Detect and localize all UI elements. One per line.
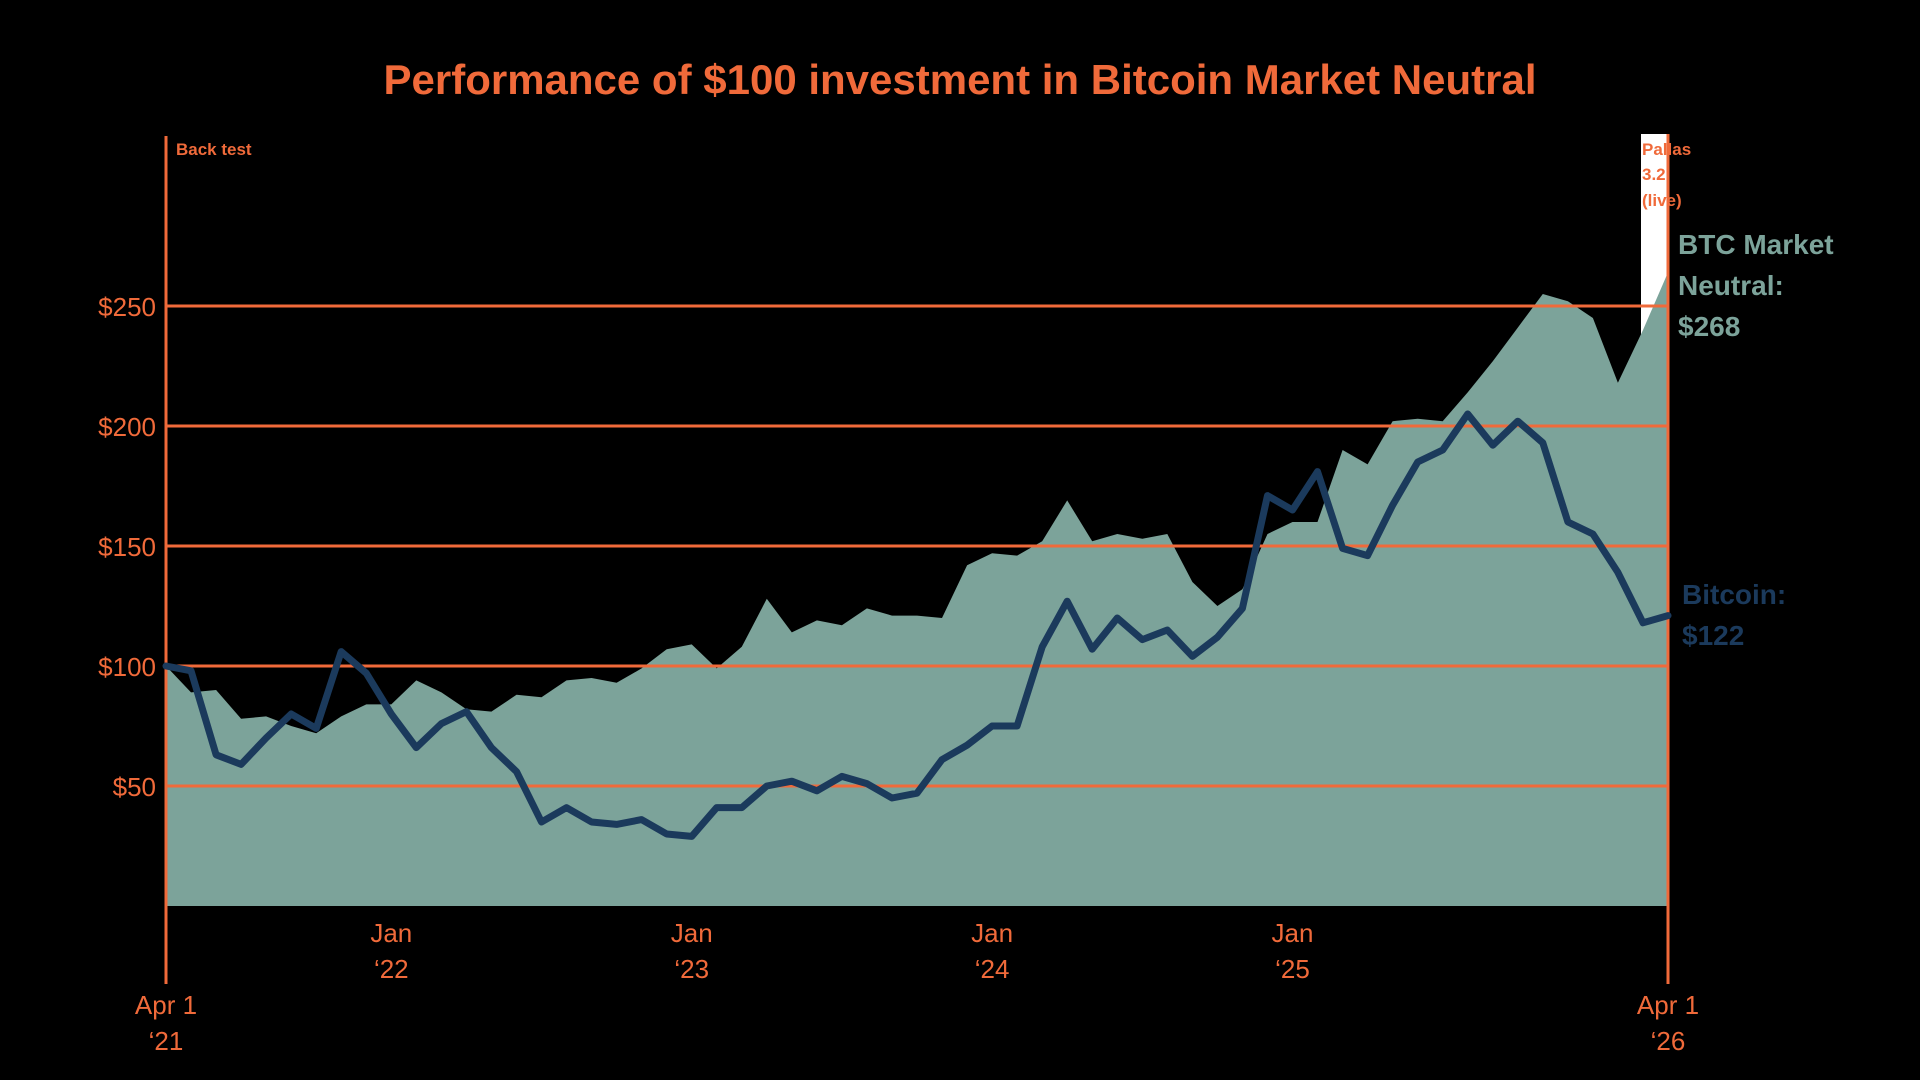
y-tick-label: $250	[98, 292, 156, 322]
y-tick-label: $100	[98, 652, 156, 682]
x-tick-label: ‘21	[149, 1026, 184, 1056]
x-tick-label: Jan	[971, 918, 1013, 948]
live-annotation-line-2: 3.2	[1642, 165, 1666, 184]
y-tick-label: $150	[98, 532, 156, 562]
x-tick-label: ‘23	[674, 954, 709, 984]
market-neutral-area	[166, 272, 1668, 906]
x-tick-label: ‘22	[374, 954, 409, 984]
y-tick-label: $200	[98, 412, 156, 442]
market-neutral-label: BTC Market Neutral: $268	[1678, 229, 1834, 342]
y-axis-labels: $250 $200 $150 $100 $50	[98, 292, 156, 802]
x-tick-label: ‘25	[1275, 954, 1310, 984]
x-tick-label: Jan	[370, 918, 412, 948]
x-axis-labels: Apr 1 ‘21 Jan ‘22 Jan ‘23 Jan ‘24 Jan ‘25 Apr 1 ‘26	[135, 918, 1699, 1056]
x-tick-label: Jan	[1272, 918, 1314, 948]
live-annotation-line-3: (live)	[1642, 191, 1682, 210]
bitcoin-line	[162, 410, 1672, 840]
market-neutral-label-line-2: Neutral:	[1678, 270, 1784, 301]
backtest-annotation: Back test	[176, 140, 252, 159]
market-neutral-label-line-1: BTC Market	[1678, 229, 1834, 260]
x-tick-label: Apr 1	[135, 990, 197, 1020]
y-gridlines	[166, 304, 1668, 788]
x-tick-label: Apr 1	[1637, 990, 1699, 1020]
market-neutral-label-line-3: $268	[1678, 311, 1740, 342]
bitcoin-label-line-2: $122	[1682, 620, 1744, 651]
y-tick-label: $50	[113, 772, 156, 802]
x-tick-label: ‘24	[975, 954, 1010, 984]
x-tick-label: ‘26	[1651, 1026, 1686, 1056]
live-annotation: Pallas 3.2 (live)	[1642, 140, 1691, 210]
bitcoin-label: Bitcoin: $122	[1682, 579, 1786, 651]
bitcoin-label-line-1: Bitcoin:	[1682, 579, 1786, 610]
chart-title: Performance of $100 investment in Bitcoi…	[383, 56, 1536, 103]
live-annotation-line-1: Pallas	[1642, 140, 1691, 159]
x-tick-label: Jan	[671, 918, 713, 948]
